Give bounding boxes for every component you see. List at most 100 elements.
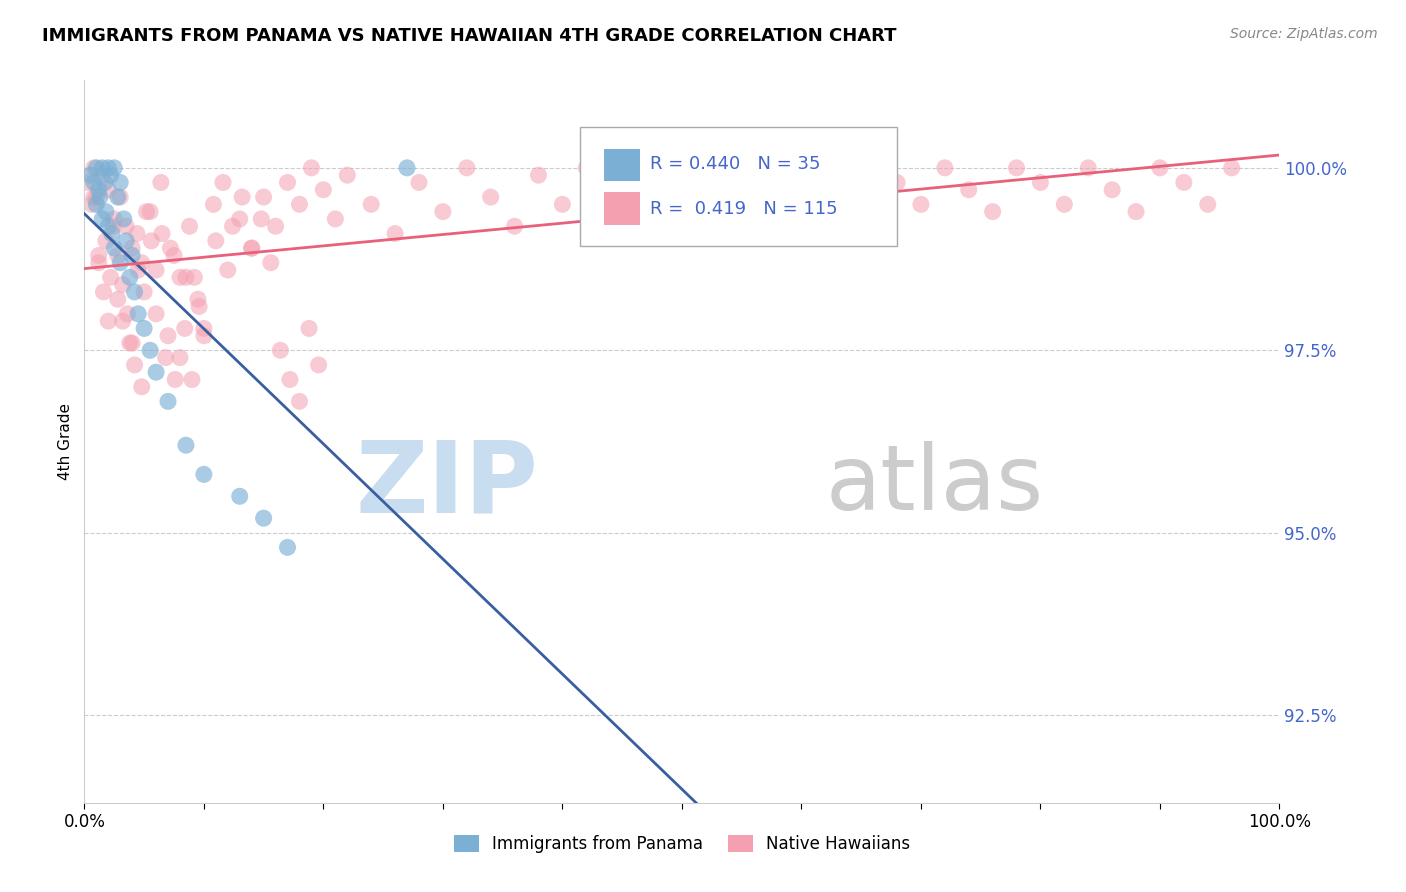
Point [112,211,135,226]
Point [910,197,932,211]
Point [179,219,201,234]
Point [111,277,134,292]
Point [174,438,197,452]
Point [83,176,105,190]
Bar [605,193,640,225]
Point [575,161,598,175]
Point [173,321,195,335]
Point [183,270,205,285]
Point [862,161,884,175]
Point [193,321,215,335]
Point [159,241,181,255]
Point [790,161,813,175]
Point [599,183,621,197]
Point [1101,183,1123,197]
Text: atlas: atlas [825,441,1043,529]
Point [253,511,276,525]
Point [131,380,153,394]
Point [101,227,124,241]
Point [127,307,149,321]
Point [217,263,239,277]
Point [97,219,120,234]
Text: Source: ZipAtlas.com: Source: ZipAtlas.com [1230,27,1378,41]
Point [157,394,180,409]
Point [187,292,209,306]
Point [121,241,143,255]
Point [91,168,114,182]
Point [107,190,129,204]
Point [1077,161,1099,175]
Point [93,285,115,299]
Point [103,241,125,255]
Point [86,161,108,175]
Point [260,256,283,270]
Point [118,270,141,285]
Point [838,211,860,226]
Point [551,197,574,211]
Point [163,248,186,262]
Point [125,227,148,241]
Point [456,161,478,175]
Point [100,168,122,182]
Point [111,314,134,328]
Point [93,176,115,190]
Point [110,256,132,270]
Point [101,219,124,234]
Point [250,211,273,226]
Point [647,161,669,175]
Point [193,467,215,482]
FancyBboxPatch shape [581,128,897,246]
Point [80,197,103,211]
Point [671,176,693,190]
Point [221,219,243,234]
Point [100,270,122,285]
Point [150,227,173,241]
Point [886,176,908,190]
Point [94,204,117,219]
Point [103,161,125,175]
Point [117,307,139,321]
Point [264,219,287,234]
Point [503,219,526,234]
Point [87,248,110,262]
Point [396,161,419,175]
Point [298,321,321,335]
Point [83,161,105,175]
Point [107,292,129,306]
Y-axis label: 4th Grade: 4th Grade [58,403,73,480]
Bar [605,149,640,181]
Point [253,190,276,204]
Point [229,211,252,226]
Text: R = 0.440   N = 35: R = 0.440 N = 35 [650,155,820,173]
Point [181,372,204,386]
Point [718,161,741,175]
Point [165,372,187,386]
Point [288,197,311,211]
Point [742,183,765,197]
Point [77,176,100,190]
Point [188,300,211,314]
Point [115,234,138,248]
Legend: Immigrants from Panama, Native Hawaiians: Immigrants from Panama, Native Hawaiians [447,828,917,860]
Point [623,204,645,219]
Point [132,321,156,335]
Point [157,328,180,343]
Point [145,365,167,379]
Point [118,336,141,351]
Point [149,176,172,190]
Point [1125,204,1147,219]
Point [131,256,153,270]
Point [205,234,228,248]
Point [479,190,502,204]
Point [312,183,335,197]
Point [277,176,299,190]
Point [1029,176,1052,190]
Point [110,176,132,190]
Point [107,248,129,262]
Point [527,168,550,182]
Point [121,336,143,351]
Text: IMMIGRANTS FROM PANAMA VS NATIVE HAWAIIAN 4TH GRADE CORRELATION CHART: IMMIGRANTS FROM PANAMA VS NATIVE HAWAIIA… [42,27,897,45]
Point [1220,161,1243,175]
Point [240,241,263,255]
Point [814,190,837,204]
